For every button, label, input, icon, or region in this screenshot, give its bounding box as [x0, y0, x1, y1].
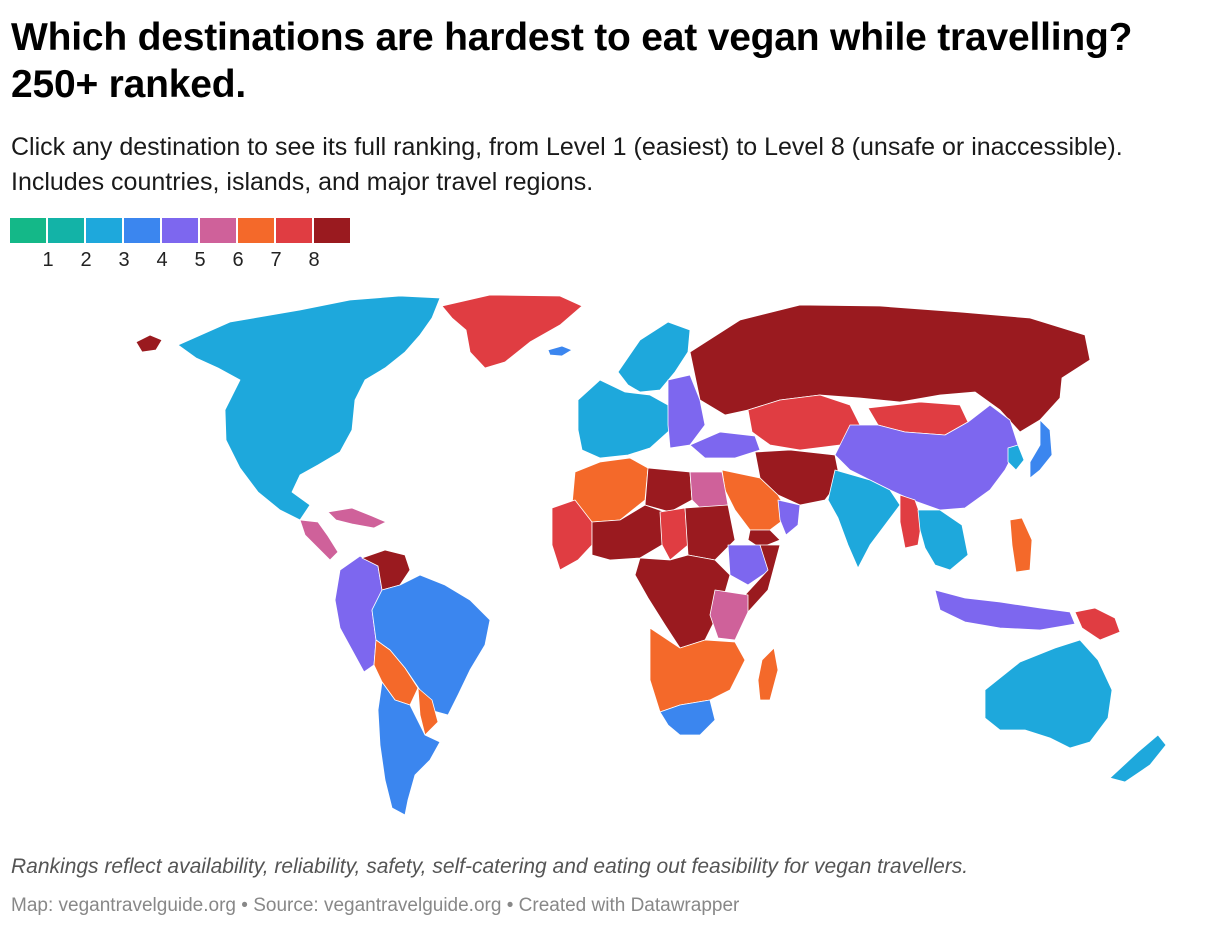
legend-label: 5	[194, 249, 206, 271]
color-legend: 1 2 3 4 5 6 7 8	[10, 218, 352, 273]
legend-swatch	[162, 218, 198, 243]
byline-source-link[interactable]: Source: vegantravelguide.org	[253, 895, 502, 916]
region-libya[interactable]	[644, 467, 693, 513]
region-new-zealand[interactable]	[1109, 734, 1167, 783]
region-chad[interactable]	[659, 507, 689, 561]
legend-swatch	[238, 218, 274, 243]
byline-map-link[interactable]: Map: vegantravelguide.org	[11, 895, 236, 916]
page-subtitle: Click any destination to see its full ra…	[11, 133, 1123, 196]
legend-swatch	[86, 218, 122, 243]
region-ethiopia[interactable]	[727, 544, 771, 586]
byline-credit-link[interactable]: Created with Datawrapper	[518, 895, 740, 916]
legend-label: 1	[42, 249, 54, 271]
legend-label: 4	[156, 249, 168, 271]
region-southern-cone[interactable]	[377, 681, 441, 816]
region-central-america[interactable]	[299, 519, 339, 561]
legend-swatch	[200, 218, 236, 243]
region-scandinavia[interactable]	[617, 321, 691, 393]
legend-swatches	[10, 218, 352, 243]
legend-swatch	[276, 218, 312, 243]
region-north-america[interactable]	[177, 295, 441, 521]
legend-swatch	[10, 218, 46, 243]
region-korea[interactable]	[1007, 444, 1025, 471]
region-sudan[interactable]	[684, 504, 736, 561]
legend-label: 3	[118, 249, 130, 271]
region-thailand[interactable]	[917, 509, 969, 571]
region-papua-new-guinea[interactable]	[1074, 607, 1121, 641]
region-southern-africa[interactable]	[649, 627, 746, 713]
region-greenland[interactable]	[441, 294, 583, 369]
region-turkey[interactable]	[689, 431, 761, 459]
legend-swatch	[314, 218, 350, 243]
byline-separator: •	[235, 895, 254, 916]
region-south-africa[interactable]	[659, 699, 716, 736]
region-indonesia[interactable]	[934, 589, 1076, 631]
region-myanmar[interactable]	[899, 494, 923, 549]
region-east-africa[interactable]	[709, 589, 749, 641]
legend-swatch	[124, 218, 160, 243]
legend-label: 8	[308, 249, 320, 271]
world-map-svg	[135, 294, 1167, 816]
region-alaska-tip[interactable]	[135, 334, 163, 353]
world-map	[0, 285, 1220, 825]
legend-labels: 1 2 3 4 5 6 7 8	[10, 243, 352, 273]
legend-label: 7	[270, 249, 282, 271]
region-india[interactable]	[827, 469, 901, 569]
byline-separator: •	[501, 895, 519, 916]
region-china[interactable]	[834, 404, 1019, 511]
legend-swatch	[48, 218, 84, 243]
byline: Map: vegantravelguide.org • Source: vega…	[11, 895, 739, 917]
legend-label: 2	[80, 249, 92, 271]
region-central-africa[interactable]	[634, 554, 731, 649]
region-philippines[interactable]	[1009, 517, 1033, 573]
legend-label: 6	[232, 249, 244, 271]
region-australia[interactable]	[984, 639, 1113, 749]
region-western-europe[interactable]	[577, 379, 671, 459]
region-japan[interactable]	[1029, 419, 1053, 479]
region-iceland[interactable]	[547, 345, 573, 357]
page-title: Which destinations are hardest to eat ve…	[11, 16, 1133, 106]
region-west-africa-coast[interactable]	[551, 499, 593, 571]
region-madagascar[interactable]	[757, 647, 779, 701]
map-notes: Rankings reflect availability, reliabili…	[11, 855, 969, 878]
region-oman[interactable]	[777, 499, 801, 536]
region-venezuela[interactable]	[361, 549, 411, 591]
region-egypt[interactable]	[689, 471, 729, 509]
region-paraguay[interactable]	[417, 687, 439, 736]
region-yemen[interactable]	[747, 529, 781, 549]
region-caribbean[interactable]	[327, 507, 387, 529]
